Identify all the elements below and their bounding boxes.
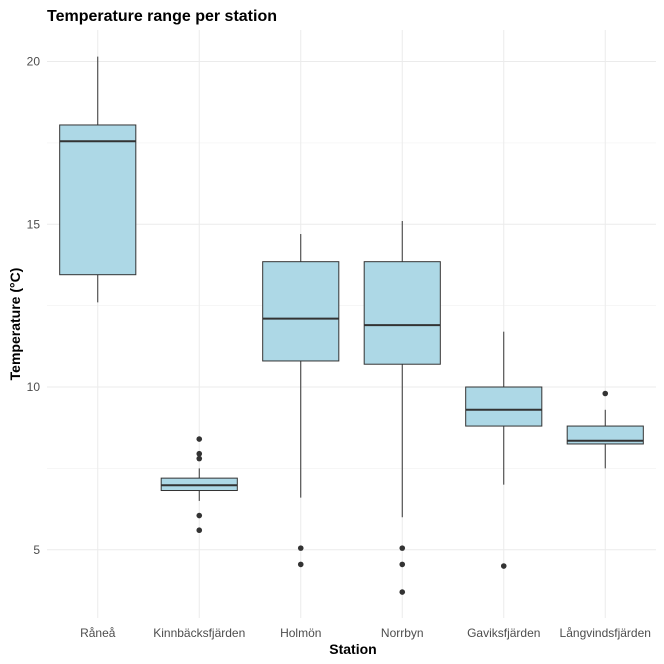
outlier-point — [196, 527, 203, 534]
x-tick-labels: Råneå Kinnbäcksfjärden Holmön Norrbyn Gaviks… — [80, 626, 651, 640]
y-tick-labels: 5 10 15 20 — [27, 55, 41, 557]
outlier-point — [196, 455, 203, 462]
y-axis-title: Temperature (°C) — [7, 268, 23, 381]
outlier-point — [602, 390, 609, 397]
box-4 — [465, 331, 543, 569]
y-tick-label: 15 — [27, 217, 41, 231]
x-tick-label: Råneå — [80, 626, 116, 640]
box-body — [363, 261, 441, 365]
y-tick-label: 20 — [27, 55, 41, 69]
x-tick-label: Norrbyn — [381, 626, 424, 640]
chart-title: Temperature range per station — [47, 8, 277, 25]
box-3 — [363, 220, 441, 595]
box-body — [566, 425, 644, 445]
x-tick-label: Holmön — [280, 626, 321, 640]
outlier-point — [399, 589, 406, 595]
boxes-layer — [59, 56, 644, 595]
outlier-point — [500, 563, 507, 569]
outlier-point — [399, 561, 406, 568]
y-tick-label: 10 — [27, 380, 41, 394]
y-tick-label: 5 — [33, 543, 40, 557]
x-axis-title: Station — [329, 641, 376, 657]
box-1 — [160, 436, 238, 534]
box-5 — [566, 390, 644, 469]
outlier-point — [399, 545, 406, 551]
outlier-point — [196, 436, 203, 442]
x-tick-label: Långvindsfjärden — [560, 626, 651, 640]
outlier-point — [297, 561, 304, 568]
box-body — [59, 124, 137, 276]
outlier-point — [297, 545, 304, 551]
x-tick-label: Kinnbäcksfjärden — [153, 626, 245, 640]
outlier-point — [196, 450, 203, 457]
grid — [47, 30, 656, 618]
box-body — [262, 261, 340, 362]
x-tick-label: Gaviksfjärden — [467, 626, 540, 640]
box-0 — [59, 56, 137, 303]
outlier-point — [196, 512, 203, 519]
box-2 — [262, 234, 340, 568]
box-body — [465, 386, 543, 427]
